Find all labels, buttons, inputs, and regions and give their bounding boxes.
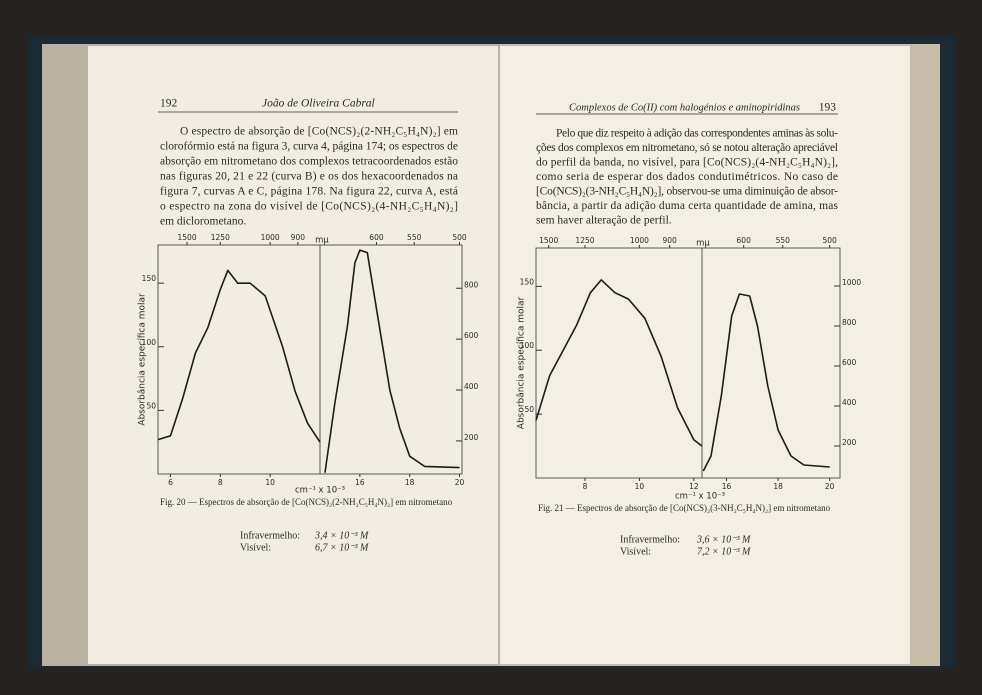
x-tick-label: 18 <box>773 482 783 491</box>
x-tick-label: 12 <box>689 482 699 491</box>
y-axis-label: Absorbância específica molar <box>517 296 527 429</box>
paragraph-line: figura 7, curvas A e C, página 178. Na f… <box>160 186 458 198</box>
y2-tick-label: 800 <box>842 318 857 327</box>
y2-tick-label: 600 <box>842 358 857 367</box>
paragraph-line: ções dos complexos em nitrometano, só se… <box>536 142 838 154</box>
plot-frame <box>535 247 841 479</box>
paragraph-line: Pelo que diz respeito à adição das corre… <box>556 128 838 140</box>
x-axis-label: cm⁻¹ x 10⁻³ <box>295 486 345 496</box>
top-tick-label: 1500 <box>178 233 197 242</box>
x-tick-label: 16 <box>355 478 365 487</box>
concentration-label: Infravermelho: <box>240 530 300 541</box>
top-tick-label: 600 <box>369 233 384 242</box>
y2-tick-label: 800 <box>464 280 479 289</box>
x-tick-label: 10 <box>635 482 645 491</box>
x-axis-label: cm⁻¹ x 10⁻³ <box>675 492 725 502</box>
concentration-value: 3,4 × 10⁻³ M <box>314 530 369 541</box>
x-tick-label: 6 <box>168 478 173 487</box>
y-tick-label: 50 <box>146 401 156 410</box>
left-page <box>88 46 498 664</box>
y2-tick-label: 600 <box>464 331 479 340</box>
y2-tick-label: 1000 <box>842 278 861 287</box>
concentration-label: Infravermelho: <box>620 534 680 545</box>
y2-tick-label: 200 <box>464 433 479 442</box>
concentration-value: 7,2 × 10⁻³ M <box>697 546 751 557</box>
top-tick-label: 500 <box>452 233 467 242</box>
page-number: 193 <box>819 102 837 114</box>
y2-tick-label: 200 <box>842 438 857 447</box>
paragraph-line: bância, a partir da adição duma certa qu… <box>536 200 839 212</box>
top-tick-label: 1500 <box>539 236 558 245</box>
concentration-label: Visível: <box>240 542 271 553</box>
x-tick-label: 16 <box>722 482 732 491</box>
y-tick-label: 100 <box>520 341 535 350</box>
paragraph-line: [Co(NCS)₂(3-NH₂C₅H₄N)₂], observou-se uma… <box>536 186 838 198</box>
paragraph-line: como seria de esperar dos dados condutim… <box>536 171 838 183</box>
x-tick-label: 18 <box>405 478 415 487</box>
top-tick-label: 1000 <box>630 236 649 245</box>
x-tick-label: 8 <box>583 482 588 491</box>
top-tick-label: 1000 <box>261 233 280 242</box>
spectrum-curve <box>535 279 703 447</box>
paragraph-line: sem haver alteração de perfil. <box>536 215 672 227</box>
spectrum-curve <box>324 249 460 473</box>
paragraph-line: absorção em nitrometano dos complexos te… <box>160 156 458 168</box>
top-tick-label: 900 <box>662 236 677 245</box>
top-tick-label: 500 <box>823 236 838 245</box>
y2-tick-label: 400 <box>842 398 857 407</box>
y-tick-label: 150 <box>142 274 157 283</box>
figure-caption: Fig. 21 — Espectros de absorção de [Co(N… <box>538 503 831 513</box>
concentration-value: 3,6 × 10⁻³ M <box>696 534 751 545</box>
top-tick-label: 1250 <box>211 233 230 242</box>
y2-tick-label: 400 <box>464 382 479 391</box>
top-tick-label: 900 <box>291 233 306 242</box>
paragraph-line: clorofórmio está na figura 3, curva 4, p… <box>160 141 458 153</box>
x-tick-label: 20 <box>825 482 835 491</box>
paragraph-line: o espectro na zona do visível de [Co(NCS… <box>160 201 458 213</box>
top-axis-label: mμ <box>315 236 329 246</box>
paragraph-line: do perfil da banda, no visível, para [Co… <box>536 157 838 169</box>
y-tick-label: 50 <box>524 405 534 414</box>
concentration-value: 6,7 × 10⁻³ M <box>315 542 369 553</box>
x-tick-label: 20 <box>455 478 465 487</box>
running-title: Complexos de Co(II) com halogénios e ami… <box>569 102 800 113</box>
top-tick-label: 550 <box>776 236 791 245</box>
y-tick-label: 150 <box>520 277 535 286</box>
running-title: João de Oliveira Cabral <box>262 98 375 110</box>
y-axis-label: Absorbância específica molar <box>138 293 148 426</box>
top-axis-label: mμ <box>696 239 710 249</box>
spectrum-curve <box>702 293 830 472</box>
spectrum-curve <box>157 269 321 443</box>
page-number: 192 <box>160 98 178 110</box>
figure-caption: Fig. 20 — Espectros de absorção de [Co(N… <box>160 497 453 507</box>
plot-frame <box>157 244 463 475</box>
top-tick-label: 600 <box>737 236 752 245</box>
concentration-label: Visível: <box>620 546 651 557</box>
top-tick-label: 1250 <box>575 236 594 245</box>
top-tick-label: 550 <box>407 233 422 242</box>
x-tick-label: 8 <box>218 478 223 487</box>
y-tick-label: 100 <box>142 338 157 347</box>
paragraph-line: O espectro de absorção de [Co(NCS)₂(2-NH… <box>180 126 458 138</box>
x-tick-label: 10 <box>265 478 275 487</box>
right-page <box>500 46 910 664</box>
paragraph-line: em diclorometano. <box>160 216 246 228</box>
paragraph-line: nas figuras 20, 21 e 22 (curva B) e os d… <box>160 171 458 183</box>
